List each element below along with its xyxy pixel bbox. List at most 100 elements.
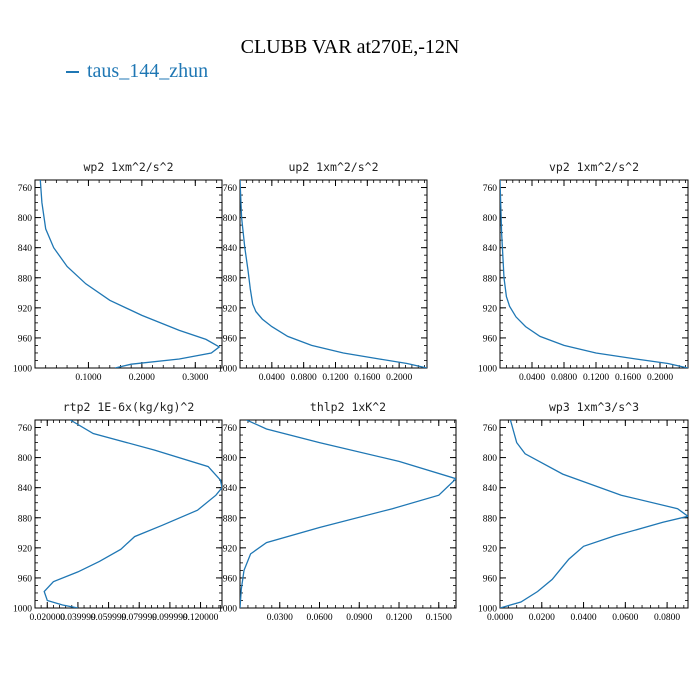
series-line	[240, 420, 456, 608]
subplot-frame	[499, 179, 689, 369]
subplot-title: wp2 1xm^2/s^2	[83, 160, 173, 174]
x-tick-label: 0.0300	[267, 613, 293, 623]
y-tick-label: 960	[223, 334, 238, 344]
x-tick-label: 0.2000	[647, 373, 673, 383]
y-tick-label: 1000	[478, 605, 497, 615]
series-line	[240, 180, 427, 368]
series-line	[500, 420, 688, 608]
y-tick-label: 840	[483, 484, 498, 494]
x-tick-label: 0.120000	[183, 613, 219, 623]
x-tick-label: 0.0800	[291, 373, 317, 383]
x-tick-label: 0.020000	[29, 613, 65, 623]
subplot-5: thlp2 1xK^2 760 800 840 880 920 960 1000 0.0300 0…	[218, 400, 457, 623]
y-tick-label: 840	[18, 244, 33, 254]
subplot-frame	[34, 419, 223, 609]
subplot-frame	[239, 179, 428, 369]
x-tick-label: 0.0600	[306, 613, 332, 623]
legend: taus_144_zhun	[66, 60, 208, 83]
y-tick-label: 840	[18, 484, 33, 494]
y-tick-label: 880	[18, 514, 33, 524]
x-tick-label: 0.1200	[386, 613, 412, 623]
y-tick-label: 840	[483, 244, 498, 254]
x-tick-label: 0.1200	[322, 373, 348, 383]
figure-title: CLUBB VAR at270E,-12N	[240, 36, 460, 58]
x-tick-label: 0.0000	[487, 613, 513, 623]
subplot-6: wp3 1xm^3/s^3 760 800 840 880 920 960 10000.000…	[478, 400, 689, 623]
y-tick-label: 760	[483, 424, 498, 434]
legend-line-swatch	[66, 70, 79, 73]
y-tick-label: 1000	[13, 605, 32, 615]
x-tick-label: 0.2000	[386, 373, 412, 383]
y-tick-label: 880	[483, 274, 498, 284]
subplot-3: vp2 1xm^2/s^2 760 800 840 880 920 960 1000 0.040…	[478, 160, 689, 383]
y-tick-label: 800	[483, 454, 498, 464]
y-tick-label: 1000	[13, 365, 32, 375]
x-tick-label: 0.0900	[346, 613, 372, 623]
x-tick-label: 0.0600	[612, 613, 638, 623]
y-tick-label: 920	[223, 544, 238, 554]
y-tick-label: 920	[223, 304, 238, 314]
x-tick-label: 0.059999	[91, 613, 127, 623]
y-tick-label: 840	[223, 244, 238, 254]
subplot-frame	[34, 179, 223, 369]
x-tick-label: 0.0400	[519, 373, 545, 383]
x-tick-label: 0.0800	[551, 373, 577, 383]
subplot-frame	[239, 419, 457, 609]
y-tick-label: 960	[483, 574, 498, 584]
y-tick-label: 760	[18, 184, 33, 194]
subplot-title: rtp2 1E-6x(kg/kg)^2	[63, 400, 195, 414]
legend-label: taus_144_zhun	[87, 60, 209, 82]
x-tick-label: 0.039999	[60, 613, 96, 623]
series-line	[43, 420, 222, 608]
y-tick-label: 880	[223, 514, 238, 524]
subplot-1: wp2 1xm^2/s^2 760 800 840 880 920 960 1000 0.100…	[13, 160, 223, 383]
y-tick-label: 880	[483, 514, 498, 524]
y-tick-label: 880	[18, 274, 33, 284]
y-tick-label: 1000	[478, 365, 497, 375]
subplot-title: up2 1xm^2/s^2	[288, 160, 378, 174]
x-tick-label: 0.1500	[426, 613, 452, 623]
x-tick-label: 0.2000	[129, 373, 155, 383]
x-tick-label: 0.1000	[75, 373, 101, 383]
y-tick-label: 1000	[218, 605, 237, 615]
x-tick-label: 0.0800	[654, 613, 680, 623]
y-tick-label: 920	[483, 304, 498, 314]
x-tick-label: 0.1600	[354, 373, 380, 383]
subplot-title: vp2 1xm^2/s^2	[549, 160, 639, 174]
x-tick-label: 0.079999	[121, 613, 157, 623]
x-tick-label: 0.1200	[583, 373, 609, 383]
x-tick-label: 0.3000	[182, 373, 208, 383]
y-tick-label: 800	[483, 214, 498, 224]
subplot-4: rtp2 1E-6x(kg/kg)^2 760 800 840 880 920 960 100…	[13, 400, 223, 623]
y-tick-label: 1000	[218, 365, 237, 375]
subplot-title: thlp2 1xK^2	[310, 400, 386, 414]
y-tick-label: 800	[18, 214, 33, 224]
series-line	[500, 180, 688, 368]
y-tick-label: 960	[483, 334, 498, 344]
subplot-2: up2 1xm^2/s^2 760 800 840 880 920 960 1000 0.040…	[218, 160, 428, 383]
x-tick-label: 0.0200	[529, 613, 555, 623]
y-tick-label: 760	[223, 184, 238, 194]
y-tick-label: 960	[223, 574, 238, 584]
y-tick-label: 760	[483, 184, 498, 194]
y-tick-label: 800	[18, 454, 33, 464]
y-tick-label: 840	[223, 484, 238, 494]
y-tick-label: 960	[18, 574, 33, 584]
series-line	[39, 180, 221, 368]
subplot-title: wp3 1xm^3/s^3	[549, 400, 639, 414]
y-tick-label: 920	[18, 544, 33, 554]
x-tick-label: 0.1600	[615, 373, 641, 383]
y-tick-label: 960	[18, 334, 33, 344]
y-tick-label: 920	[18, 304, 33, 314]
y-tick-label: 760	[223, 424, 238, 434]
y-tick-label: 800	[223, 214, 238, 224]
y-tick-label: 800	[223, 454, 238, 464]
y-tick-label: 880	[223, 274, 238, 284]
y-tick-label: 760	[18, 424, 33, 434]
x-tick-label: 0.0400	[259, 373, 285, 383]
y-tick-label: 920	[483, 544, 498, 554]
x-tick-label: 0.0400	[570, 613, 596, 623]
x-tick-label: 0.099999	[152, 613, 188, 623]
subplot-frame	[499, 419, 689, 609]
